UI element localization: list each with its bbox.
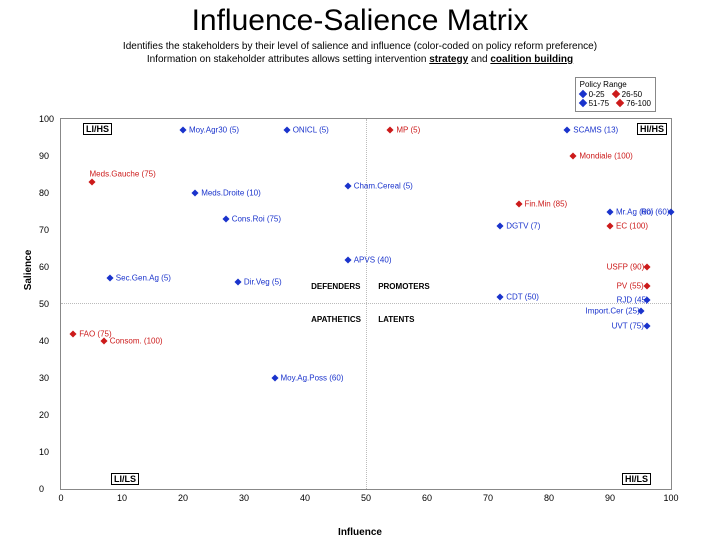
corner-tl: LI/HS [83, 123, 112, 135]
legend-label: 26-50 [622, 90, 642, 99]
subtitle-line1: Identifies the stakeholders by their lev… [123, 41, 597, 52]
subtitle-2d: coalition building [490, 54, 573, 65]
data-point-label: Consom. (100) [110, 337, 163, 346]
data-point [606, 208, 613, 215]
x-tick: 0 [58, 493, 63, 503]
legend-title: Policy Range [580, 80, 651, 89]
legend-label: 0-25 [589, 90, 605, 99]
data-point [564, 127, 571, 134]
data-point [106, 275, 113, 282]
data-point [234, 278, 241, 285]
y-tick: 50 [39, 299, 49, 309]
subtitle-2a: Information on stakeholder attributes al… [147, 54, 429, 65]
x-tick: 10 [117, 493, 127, 503]
data-point-label: UVT (75) [612, 322, 644, 331]
data-point-label: Cons.Roi (75) [232, 214, 281, 223]
quad-promoters: PROMOTERS [378, 282, 430, 291]
data-point [222, 215, 229, 222]
data-point [344, 182, 351, 189]
data-point [497, 293, 504, 300]
data-point [88, 178, 95, 185]
legend-swatch [616, 99, 624, 107]
data-point-label: Moy.Agr30 (5) [189, 126, 239, 135]
y-tick: 30 [39, 373, 49, 383]
subtitle-2c: and [468, 54, 490, 65]
data-point [100, 337, 107, 344]
x-tick: 100 [663, 493, 678, 503]
data-point-label: PV (55) [617, 281, 644, 290]
y-tick: 60 [39, 262, 49, 272]
legend-label: 76-100 [626, 99, 651, 108]
y-tick: 40 [39, 336, 49, 346]
data-point-label: DGTV (7) [506, 222, 540, 231]
chart-title: Influence-Salience Matrix [0, 0, 720, 38]
data-point-label: Import.Cer (25) [586, 307, 640, 316]
x-tick: 90 [605, 493, 615, 503]
data-point-label: Dir.Veg (5) [244, 277, 282, 286]
data-point [70, 330, 77, 337]
y-tick: 90 [39, 151, 49, 161]
x-axis-label: Influence [0, 527, 720, 538]
quad-latents: LATENTS [378, 315, 414, 324]
x-tick: 50 [361, 493, 371, 503]
x-tick: 20 [178, 493, 188, 503]
x-tick: 30 [239, 493, 249, 503]
data-point-label: Sec.Gen.Ag (5) [116, 274, 171, 283]
data-point [192, 189, 199, 196]
quad-defenders: DEFENDERS [311, 282, 360, 291]
y-tick: 100 [39, 114, 54, 124]
y-tick: 20 [39, 410, 49, 420]
data-point-label: Fin.Min (85) [525, 200, 568, 209]
data-point-label: Meds.Droite (10) [201, 189, 261, 198]
legend: Policy Range 0-25 26-50 51-75 76-100 [575, 77, 656, 112]
subtitle-2b: strategy [429, 54, 468, 65]
quad-apathetics: APATHETICS [311, 315, 361, 324]
x-tick: 40 [300, 493, 310, 503]
data-point-label: ONICL (5) [293, 126, 329, 135]
data-point-label: Roi (60) [641, 207, 669, 216]
data-point [497, 223, 504, 230]
legend-swatch [578, 90, 586, 98]
data-point [344, 256, 351, 263]
corner-br: HI/LS [622, 473, 651, 485]
x-tick: 80 [544, 493, 554, 503]
data-point [283, 127, 290, 134]
corner-tr: HI/HS [637, 123, 667, 135]
data-point-label: EC (100) [616, 222, 648, 231]
data-point-label: Cham.Cereal (5) [354, 181, 413, 190]
data-point [570, 152, 577, 159]
x-tick: 70 [483, 493, 493, 503]
scatter-chart: LI/HS HI/HS LI/LS HI/LS DEFENDERS PROMOT… [60, 118, 672, 490]
data-point-label: SCAMS (13) [573, 126, 618, 135]
data-point-label: USFP (90) [607, 263, 645, 272]
data-point [387, 127, 394, 134]
legend-swatch [578, 99, 586, 107]
y-tick: 80 [39, 188, 49, 198]
data-point-label: MP (5) [396, 126, 420, 135]
data-point [643, 323, 650, 330]
legend-swatch [611, 90, 619, 98]
y-axis-label: Salience [23, 250, 34, 291]
data-point-label: Mondiale (100) [579, 152, 632, 161]
chart-subtitle: Identifies the stakeholders by their lev… [0, 40, 720, 66]
data-point-label: RJD (45) [617, 296, 649, 305]
data-point-label: CDT (50) [506, 292, 539, 301]
data-point [515, 201, 522, 208]
y-tick: 10 [39, 447, 49, 457]
data-point [271, 374, 278, 381]
data-point [606, 223, 613, 230]
data-point [643, 282, 650, 289]
data-point-label: FAO (75) [79, 329, 111, 338]
legend-label: 51-75 [589, 99, 609, 108]
y-tick: 70 [39, 225, 49, 235]
data-point-label: Meds.Gauche (75) [90, 169, 156, 178]
corner-bl: LI/LS [111, 473, 139, 485]
data-point-label: Moy.Ag.Poss (60) [281, 374, 344, 383]
page: Influence-Salience Matrix Identifies the… [0, 0, 720, 540]
y-tick: 0 [39, 484, 44, 494]
data-point [179, 127, 186, 134]
data-point-label: APVS (40) [354, 255, 392, 264]
x-tick: 60 [422, 493, 432, 503]
